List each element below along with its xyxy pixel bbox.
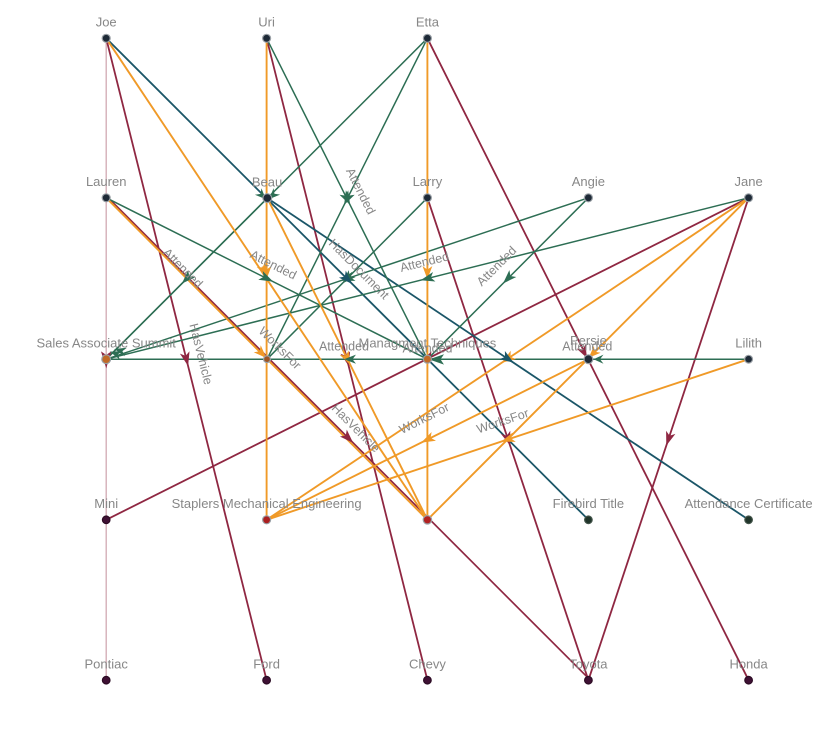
svg-text:Chevy: Chevy [409,657,446,672]
svg-text:Sales Associate Summit: Sales Associate Summit [36,335,176,350]
svg-text:Pontiac: Pontiac [85,657,129,672]
svg-text:Uri: Uri [258,15,275,30]
svg-text:Attended: Attended [402,342,452,356]
svg-text:Angie: Angie [572,174,605,189]
svg-text:Lauren: Lauren [86,174,126,189]
svg-text:Larry: Larry [413,174,443,189]
svg-text:Ford: Ford [253,657,280,672]
svg-text:Honda: Honda [729,657,768,672]
svg-text:Toyota: Toyota [569,657,608,672]
svg-text:Etta: Etta [416,15,440,30]
svg-text:Attended: Attended [562,340,612,354]
svg-text:Attendance Certificate: Attendance Certificate [685,496,813,511]
svg-text:Beau: Beau [252,175,282,190]
svg-text:Managment Techniques: Managment Techniques [359,335,497,350]
svg-text:Lilith: Lilith [735,336,762,351]
svg-text:Jane: Jane [734,174,762,189]
svg-text:Staplers Mechanical Engineerin: Staplers Mechanical Engineering [172,496,362,511]
svg-text:Joe: Joe [96,15,117,30]
svg-text:Attended: Attended [319,340,369,354]
svg-text:Mini: Mini [94,496,118,511]
svg-text:Firebird Title: Firebird Title [553,496,625,511]
svg-text:Persie: Persie [570,333,607,348]
